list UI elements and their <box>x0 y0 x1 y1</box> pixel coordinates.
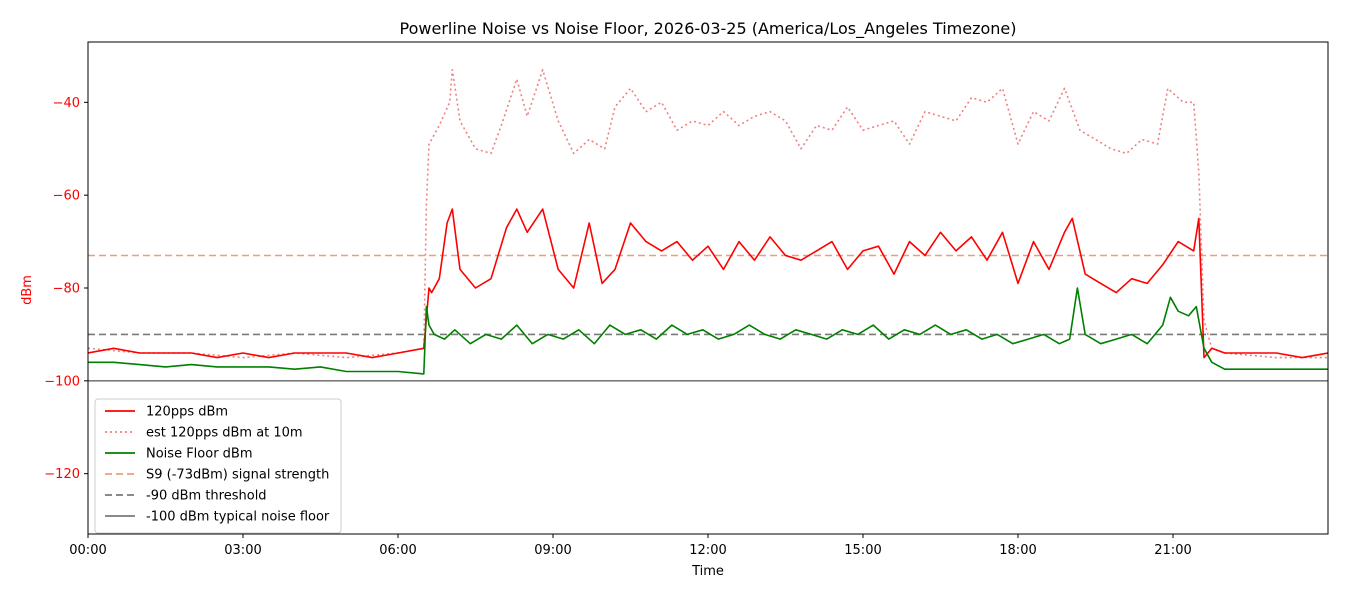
y-tick-label: −100 <box>44 374 80 389</box>
legend-entry-label: est 120pps dBm at 10m <box>146 426 303 441</box>
y-tick-label: −60 <box>53 189 80 204</box>
legend-entry-label: -90 dBm threshold <box>146 489 267 504</box>
series-line-est-120pps-dbm-at-10m <box>88 69 1328 359</box>
legend-entry-label: 120pps dBm <box>146 405 228 420</box>
series-line-noise-floor-dbm <box>88 287 1328 375</box>
y-tick-label: −120 <box>44 467 80 482</box>
legend-entry-label: S9 (-73dBm) signal strength <box>146 468 329 483</box>
legend-entry-label: Noise Floor dBm <box>146 447 253 462</box>
series-line-120pps-dbm <box>88 208 1328 359</box>
x-tick-label: 18:00 <box>999 543 1036 558</box>
x-tick-label: 03:00 <box>224 543 261 558</box>
x-tick-label: 09:00 <box>534 543 571 558</box>
legend-entry-label: -100 dBm typical noise floor <box>146 510 330 525</box>
x-axis-label: Time <box>691 564 724 579</box>
x-tick-label: 15:00 <box>844 543 881 558</box>
y-tick-label: −40 <box>53 96 80 111</box>
legend-box <box>94 398 342 534</box>
chart-title: Powerline Noise vs Noise Floor, 2026-03-… <box>400 19 1017 39</box>
legend: 120pps dBm est 120pps dBm at 10m Noise Flo… <box>94 398 342 534</box>
x-tick-label: 12:00 <box>689 543 726 558</box>
series-layer <box>88 69 1328 382</box>
x-tick-label: 21:00 <box>1154 543 1191 558</box>
axes-layer: −40 −60 −80 −100 −120 00:00 03:00 06:00 09:00 12:… <box>44 41 1329 558</box>
x-tick-label: 06:00 <box>379 543 416 558</box>
x-tick-label: 00:00 <box>69 543 106 558</box>
y-tick-label: −80 <box>53 282 80 297</box>
y-axis-label: dBm <box>20 275 35 305</box>
